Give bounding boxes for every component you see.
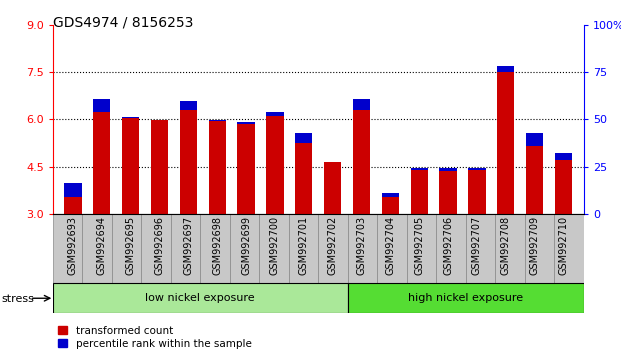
Text: GSM992694: GSM992694 <box>97 216 107 275</box>
Bar <box>555 214 584 283</box>
Bar <box>93 99 111 112</box>
Bar <box>410 170 428 214</box>
Bar <box>266 112 284 116</box>
Text: GSM992707: GSM992707 <box>472 216 482 275</box>
Bar <box>289 214 319 283</box>
Text: GSM992708: GSM992708 <box>501 216 511 275</box>
Bar <box>209 121 226 214</box>
Bar <box>93 112 111 214</box>
Text: GDS4974 / 8156253: GDS4974 / 8156253 <box>53 16 193 30</box>
Bar <box>353 110 370 214</box>
Text: GSM992701: GSM992701 <box>299 216 309 275</box>
Bar <box>142 214 171 283</box>
Bar <box>151 120 168 214</box>
Text: GSM992700: GSM992700 <box>270 216 280 275</box>
Bar <box>65 183 81 197</box>
Bar <box>497 72 514 214</box>
Bar <box>497 67 514 72</box>
Bar <box>171 214 200 283</box>
Legend: transformed count, percentile rank within the sample: transformed count, percentile rank withi… <box>58 326 252 349</box>
Text: GSM992709: GSM992709 <box>530 216 540 275</box>
Text: GSM992706: GSM992706 <box>443 216 453 275</box>
Text: GSM992705: GSM992705 <box>414 216 424 275</box>
Bar <box>440 171 457 214</box>
Bar <box>53 214 82 283</box>
Bar <box>122 118 139 214</box>
Bar <box>348 283 584 313</box>
Bar <box>237 122 255 124</box>
Bar <box>122 117 139 118</box>
Bar <box>179 101 197 110</box>
Bar <box>407 214 437 283</box>
Bar <box>295 133 312 143</box>
Bar <box>555 153 572 160</box>
Bar <box>496 214 525 283</box>
Bar <box>319 214 348 283</box>
Text: low nickel exposure: low nickel exposure <box>145 293 255 303</box>
Bar <box>382 197 399 214</box>
Bar <box>82 214 112 283</box>
Bar <box>295 143 312 214</box>
Text: GSM992696: GSM992696 <box>155 216 165 275</box>
Bar <box>440 168 457 171</box>
Text: GSM992702: GSM992702 <box>328 216 338 275</box>
Bar <box>65 197 81 214</box>
Text: stress: stress <box>1 294 34 304</box>
Bar <box>526 133 543 146</box>
Text: GSM992703: GSM992703 <box>356 216 366 275</box>
Bar <box>112 214 142 283</box>
Bar <box>468 168 486 170</box>
Bar <box>179 110 197 214</box>
Bar <box>555 160 572 214</box>
Text: GSM992704: GSM992704 <box>386 216 396 275</box>
Bar <box>382 193 399 197</box>
Bar <box>209 120 226 121</box>
Text: GSM992698: GSM992698 <box>212 216 222 275</box>
Bar <box>324 162 342 214</box>
Bar <box>200 214 230 283</box>
Text: GSM992695: GSM992695 <box>125 216 136 275</box>
Bar <box>468 170 486 214</box>
Bar <box>466 214 496 283</box>
Bar <box>260 214 289 283</box>
Bar <box>237 124 255 214</box>
Text: high nickel exposure: high nickel exposure <box>408 293 524 303</box>
Bar <box>353 99 370 110</box>
Bar <box>410 168 428 170</box>
Text: GSM992699: GSM992699 <box>241 216 251 275</box>
Text: GSM992693: GSM992693 <box>68 216 78 275</box>
Bar <box>230 214 260 283</box>
Text: GSM992710: GSM992710 <box>558 216 569 275</box>
Bar <box>348 214 378 283</box>
Bar <box>525 214 555 283</box>
Bar <box>437 214 466 283</box>
Text: GSM992697: GSM992697 <box>183 216 193 275</box>
Bar <box>378 214 407 283</box>
Bar <box>526 146 543 214</box>
Bar <box>53 283 348 313</box>
Bar <box>266 116 284 214</box>
